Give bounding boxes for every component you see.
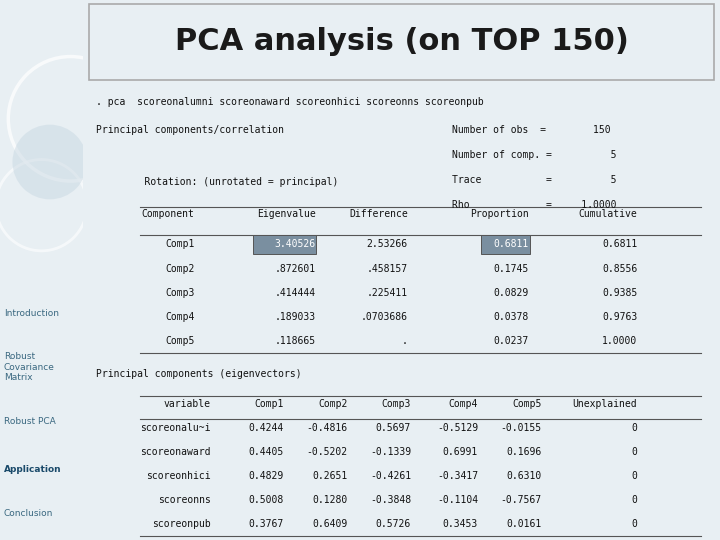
Text: 0.8556: 0.8556 bbox=[602, 264, 637, 273]
Text: 0.4829: 0.4829 bbox=[248, 471, 284, 481]
Text: 0.1745: 0.1745 bbox=[494, 264, 529, 273]
Text: -0.3417: -0.3417 bbox=[437, 471, 478, 481]
Text: 0: 0 bbox=[631, 495, 637, 505]
Text: -0.1104: -0.1104 bbox=[437, 495, 478, 505]
Text: 0.1280: 0.1280 bbox=[312, 495, 347, 505]
Text: Comp1: Comp1 bbox=[254, 399, 284, 409]
Text: .225411: .225411 bbox=[366, 288, 408, 298]
Text: variable: variable bbox=[163, 399, 210, 409]
Text: Proportion: Proportion bbox=[470, 209, 529, 219]
Text: 0.2651: 0.2651 bbox=[312, 471, 347, 481]
FancyBboxPatch shape bbox=[481, 235, 529, 254]
Text: . pca  scoreonalumni scoreonaward scoreonhici scoreonns scoreonpub: . pca scoreonalumni scoreonaward scoreon… bbox=[96, 97, 484, 107]
Text: 0.0378: 0.0378 bbox=[494, 312, 529, 322]
Text: 0.3767: 0.3767 bbox=[248, 519, 284, 529]
Text: Unexplained: Unexplained bbox=[572, 399, 637, 409]
Text: scoreonhici: scoreonhici bbox=[145, 471, 210, 481]
Text: scoreonpub: scoreonpub bbox=[152, 519, 210, 529]
Text: 0.5008: 0.5008 bbox=[248, 495, 284, 505]
Text: 0.9385: 0.9385 bbox=[602, 288, 637, 298]
Text: Robust PCA: Robust PCA bbox=[4, 417, 55, 426]
Text: Robust
Covariance
Matrix: Robust Covariance Matrix bbox=[4, 352, 55, 382]
Circle shape bbox=[12, 125, 87, 199]
Text: Conclusion: Conclusion bbox=[4, 509, 53, 517]
Text: 0.4405: 0.4405 bbox=[248, 447, 284, 457]
Text: 0.4244: 0.4244 bbox=[248, 422, 284, 433]
Text: Comp5: Comp5 bbox=[165, 336, 194, 346]
Text: -0.0155: -0.0155 bbox=[500, 422, 541, 433]
Text: .872601: .872601 bbox=[274, 264, 315, 273]
Text: scoreonalu~i: scoreonalu~i bbox=[140, 422, 210, 433]
Text: 0.6811: 0.6811 bbox=[494, 239, 529, 249]
Text: Principal components/correlation: Principal components/correlation bbox=[96, 125, 284, 135]
Text: scoreonns: scoreonns bbox=[158, 495, 210, 505]
Text: 2.53266: 2.53266 bbox=[366, 239, 408, 249]
Text: 0.6991: 0.6991 bbox=[443, 447, 478, 457]
Text: Comp2: Comp2 bbox=[165, 264, 194, 273]
Text: Comp4: Comp4 bbox=[449, 399, 478, 409]
Text: 0.3453: 0.3453 bbox=[443, 519, 478, 529]
Text: -0.5129: -0.5129 bbox=[437, 422, 478, 433]
Text: 1.0000: 1.0000 bbox=[602, 336, 637, 346]
Text: Principal components (eigenvectors): Principal components (eigenvectors) bbox=[96, 369, 302, 379]
Text: 0.6811: 0.6811 bbox=[602, 239, 637, 249]
Text: 0: 0 bbox=[631, 422, 637, 433]
Text: Trace           =          5: Trace = 5 bbox=[452, 175, 617, 185]
Text: 0.6310: 0.6310 bbox=[506, 471, 541, 481]
Text: -0.5202: -0.5202 bbox=[306, 447, 347, 457]
Text: .414444: .414444 bbox=[274, 288, 315, 298]
Text: 0.6409: 0.6409 bbox=[312, 519, 347, 529]
Text: -0.4261: -0.4261 bbox=[370, 471, 411, 481]
Text: 0.5726: 0.5726 bbox=[376, 519, 411, 529]
Text: 0.5697: 0.5697 bbox=[376, 422, 411, 433]
Text: Rho             =     1.0000: Rho = 1.0000 bbox=[452, 200, 617, 210]
Text: .189033: .189033 bbox=[274, 312, 315, 322]
Text: .: . bbox=[402, 336, 408, 346]
Text: Cumulative: Cumulative bbox=[578, 209, 637, 219]
Text: -0.4816: -0.4816 bbox=[306, 422, 347, 433]
Text: .0703686: .0703686 bbox=[361, 312, 408, 322]
Text: Difference: Difference bbox=[349, 209, 408, 219]
Text: 0.1696: 0.1696 bbox=[506, 447, 541, 457]
Text: 0.0237: 0.0237 bbox=[494, 336, 529, 346]
Text: Component: Component bbox=[142, 209, 194, 219]
Text: .118665: .118665 bbox=[274, 336, 315, 346]
Text: Application: Application bbox=[4, 465, 62, 474]
FancyBboxPatch shape bbox=[253, 235, 316, 254]
Text: 0: 0 bbox=[631, 471, 637, 481]
Text: Comp2: Comp2 bbox=[318, 399, 347, 409]
Text: Number of obs  =        150: Number of obs = 150 bbox=[452, 125, 611, 135]
Text: Number of comp. =          5: Number of comp. = 5 bbox=[452, 150, 617, 160]
Text: Comp4: Comp4 bbox=[165, 312, 194, 322]
Text: scoreonaward: scoreonaward bbox=[140, 447, 210, 457]
Text: 0: 0 bbox=[631, 519, 637, 529]
Text: Introduction: Introduction bbox=[4, 309, 59, 318]
Text: Comp3: Comp3 bbox=[382, 399, 411, 409]
Text: 0: 0 bbox=[631, 447, 637, 457]
Text: .458157: .458157 bbox=[366, 264, 408, 273]
Text: -0.7567: -0.7567 bbox=[500, 495, 541, 505]
Text: 0.0829: 0.0829 bbox=[494, 288, 529, 298]
Text: Rotation: (unrotated = principal): Rotation: (unrotated = principal) bbox=[121, 177, 338, 187]
Text: Eigenvalue: Eigenvalue bbox=[257, 209, 315, 219]
Text: Comp5: Comp5 bbox=[512, 399, 541, 409]
Text: 0.0161: 0.0161 bbox=[506, 519, 541, 529]
Text: -0.1339: -0.1339 bbox=[370, 447, 411, 457]
Text: -0.3848: -0.3848 bbox=[370, 495, 411, 505]
Text: 0.9763: 0.9763 bbox=[602, 312, 637, 322]
Text: PCA analysis (on TOP 150): PCA analysis (on TOP 150) bbox=[174, 28, 629, 56]
Text: Comp3: Comp3 bbox=[165, 288, 194, 298]
Text: 3.40526: 3.40526 bbox=[274, 239, 315, 249]
Text: Comp1: Comp1 bbox=[165, 239, 194, 249]
